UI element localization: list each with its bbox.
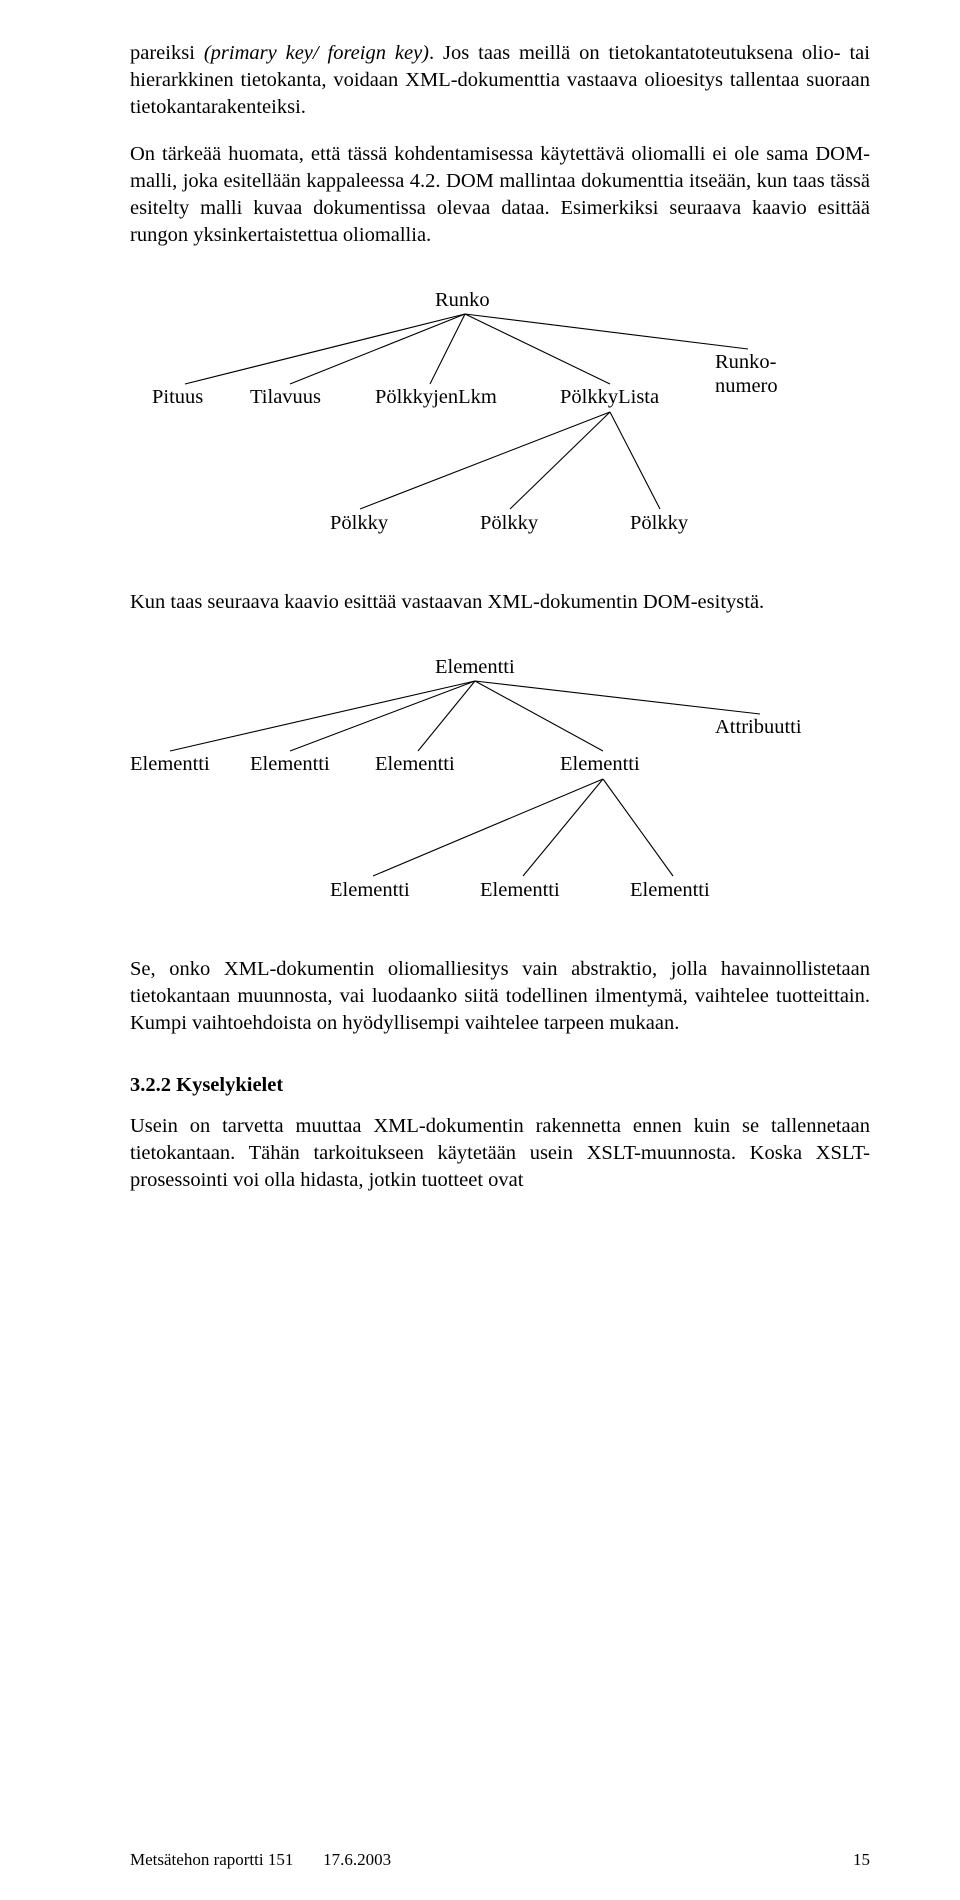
paragraph-2: On tärkeää huomata, että tässä kohdentam… (130, 141, 870, 249)
tree1-node-c3: PölkkyjenLkm (375, 386, 497, 409)
page: pareiksi (primary key/ foreign key). Jos… (0, 0, 960, 1900)
section-heading: 3.2.2 Kyselykielet (130, 1074, 870, 1097)
tree-diagram-2: Elementti Elementti Elementti Elementti Elem… (130, 656, 870, 936)
tree2-node-c2: Elementti (250, 753, 330, 776)
tree1-node-c5a: Runko- (715, 351, 777, 374)
tree2-node-c1: Elementti (130, 753, 210, 776)
tree1-node-leaf1: Pölkky (330, 512, 388, 535)
paragraph-5: Usein on tarvetta muuttaa XML-dokumentin… (130, 1113, 870, 1194)
tree1-node-c4: PölkkyLista (560, 386, 659, 409)
paragraph-1: pareiksi (primary key/ foreign key). Jos… (130, 40, 870, 121)
paragraph-4: Se, onko XML-dokumentin oliomalliesitys … (130, 956, 870, 1037)
tree1-node-root: Runko (435, 289, 490, 312)
tree1-node-c1: Pituus (152, 386, 203, 409)
tree1-node-c5b: numero (715, 375, 778, 398)
tree1-node-leaf2: Pölkky (480, 512, 538, 535)
tree2-node-leaf2: Elementti (480, 879, 560, 902)
italic-keys: (primary key/ foreign key) (204, 42, 429, 64)
tree2-node-c5: Attribuutti (715, 716, 802, 739)
tree2-node-c3: Elementti (375, 753, 455, 776)
paragraph-3: Kun taas seuraava kaavio esittää vastaav… (130, 589, 870, 616)
page-footer: Metsätehon raportti 151 17.6.2003 15 (130, 1850, 870, 1870)
footer-page-number: 15 (853, 1850, 870, 1870)
footer-report: Metsätehon raportti 151 (130, 1850, 293, 1869)
footer-left: Metsätehon raportti 151 17.6.2003 (130, 1850, 391, 1870)
tree2-node-leaf1: Elementti (330, 879, 410, 902)
tree2-node-leaf3: Elementti (630, 879, 710, 902)
tree1-node-c2: Tilavuus (250, 386, 321, 409)
tree-diagram-1: Runko Pituus Tilavuus PölkkyjenLkm PölkkyLis… (130, 289, 870, 569)
tree2-node-c4: Elementti (560, 753, 640, 776)
tree1-node-leaf3: Pölkky (630, 512, 688, 535)
footer-date: 17.6.2003 (323, 1850, 391, 1869)
tree2-node-root: Elementti (435, 656, 515, 679)
